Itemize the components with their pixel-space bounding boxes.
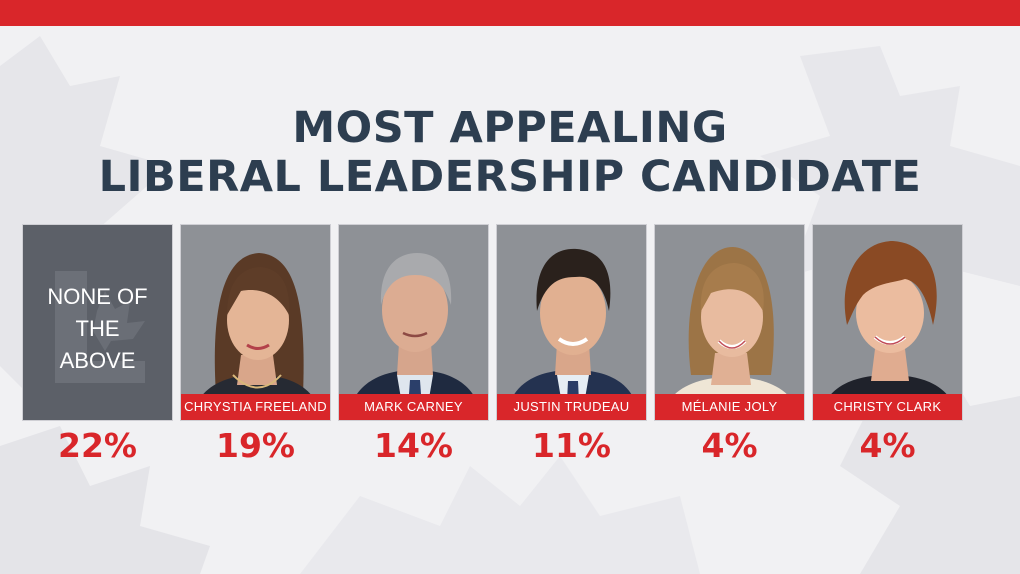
chart-title: MOST APPEALING LIBERAL LEADERSHIP CANDID…: [0, 104, 1020, 202]
none-label-line-2: THE: [75, 316, 120, 341]
portrait-christy-clark: [813, 225, 962, 420]
card-justin-trudeau: JUSTIN TRUDEAU: [496, 224, 647, 421]
top-red-bar: [0, 0, 1020, 26]
nameplate-melanie-joly: MÉLANIE JOLY: [655, 394, 804, 420]
nameplate-chrystia-freeland: CHRYSTIA FREELAND: [181, 394, 330, 420]
nameplate-justin-trudeau: JUSTIN TRUDEAU: [497, 394, 646, 420]
card-chrystia-freeland: CHRYSTIA FREELAND: [180, 224, 331, 421]
nameplate-christy-clark: CHRISTY CLARK: [813, 394, 962, 420]
none-of-the-above-label: NONE OF THE ABOVE: [23, 281, 172, 377]
portrait-mark-carney: [339, 225, 488, 420]
card-mark-carney: MARK CARNEY: [338, 224, 489, 421]
none-label-line-1: NONE OF: [47, 284, 148, 309]
chart-title-line-2: LIBERAL LEADERSHIP CANDIDATE: [98, 152, 922, 202]
chart-title-line-1: MOST APPEALING: [292, 103, 728, 153]
card-none-of-the-above: NONE OF THE ABOVE: [22, 224, 173, 421]
candidate-cards: NONE OF THE ABOVE CHRYSTIA FREELAND: [22, 224, 972, 465]
value-label-mark-carney: 14%: [374, 426, 453, 465]
value-label-melanie-joly: 4%: [701, 426, 758, 465]
portrait-justin-trudeau: [497, 225, 646, 420]
nameplate-mark-carney: MARK CARNEY: [339, 394, 488, 420]
value-label-chrystia-freeland: 19%: [216, 426, 295, 465]
none-label-line-3: ABOVE: [59, 348, 136, 373]
value-label-christy-clark: 4%: [859, 426, 916, 465]
value-label-none-of-the-above: 22%: [58, 426, 137, 465]
card-melanie-joly: MÉLANIE JOLY: [654, 224, 805, 421]
card-christy-clark: CHRISTY CLARK: [812, 224, 963, 421]
value-label-justin-trudeau: 11%: [532, 426, 611, 465]
portrait-chrystia-freeland: [181, 225, 330, 420]
portrait-melanie-joly: [655, 225, 804, 420]
liberal-logo-icon: [55, 271, 145, 383]
